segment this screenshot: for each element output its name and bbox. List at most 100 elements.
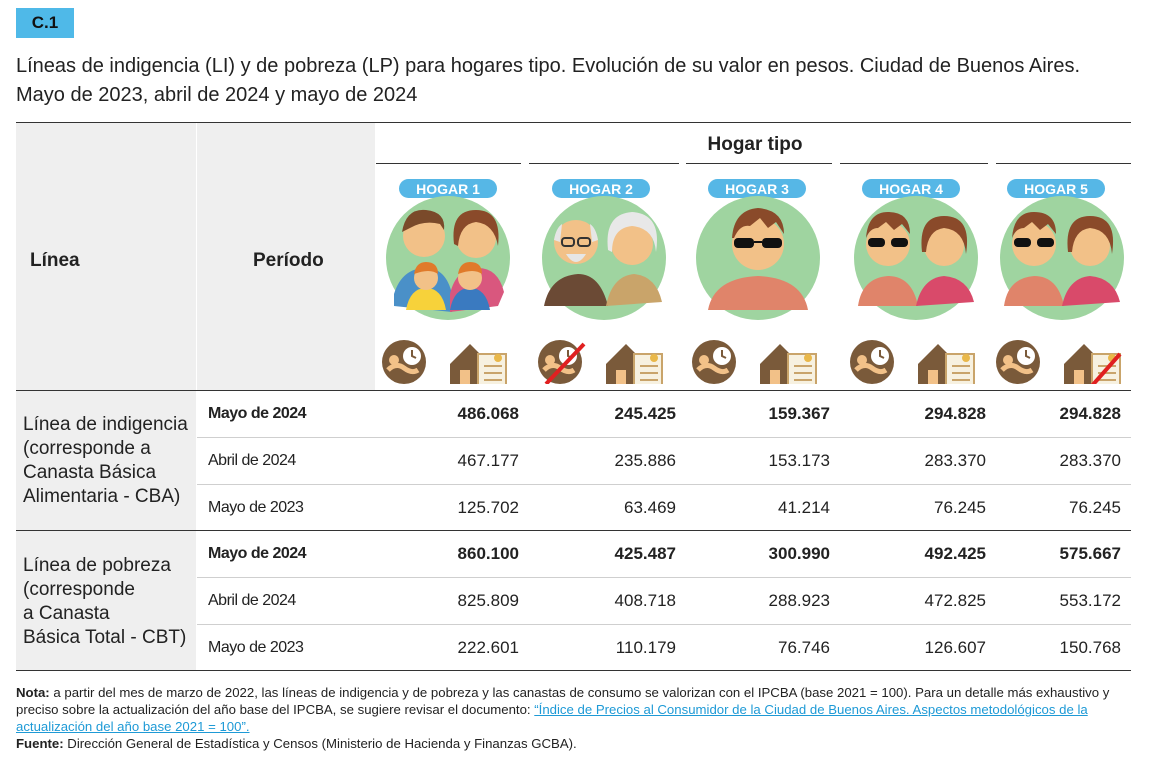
value-cell: 153.173 <box>768 451 830 470</box>
group-label-line: Línea de indigencia <box>23 414 188 435</box>
value-cell: 472.825 <box>924 591 986 610</box>
hogar-2-illustration <box>536 172 676 384</box>
house-deed-crossed-icon <box>1064 344 1122 384</box>
hogar-3-illustration <box>690 172 830 384</box>
hogar-5-label: HOGAR 5 <box>1007 179 1105 198</box>
group-label-line: (corresponde <box>23 579 135 600</box>
house-deed-icon <box>606 344 663 384</box>
linea-header-cell <box>16 123 196 390</box>
page-title: Líneas de indigencia (LI) y de pobreza (… <box>16 52 1156 110</box>
hogar-tipo-rule <box>376 163 521 164</box>
value-cell: 222.601 <box>457 638 519 657</box>
hogar-tipo-rule <box>840 163 988 164</box>
row-divider <box>197 624 1131 625</box>
childcare-icon <box>692 340 736 384</box>
family-of-four-icon <box>386 196 510 320</box>
value-cell: 467.177 <box>457 451 519 470</box>
period-cell: Mayo de 2023 <box>208 639 304 656</box>
couple-icon <box>854 196 978 320</box>
fuente-label: Fuente: <box>16 736 64 751</box>
period-cell: Mayo de 2023 <box>208 499 304 516</box>
title-line-2: Mayo de 2023, abril de 2024 y mayo de 20… <box>16 84 418 106</box>
column-header-periodo: Período <box>253 250 324 271</box>
house-deed-icon <box>760 344 817 384</box>
value-cell: 125.702 <box>457 498 519 517</box>
table-notes: Nota: a partir del mes de marzo de 2022,… <box>16 684 1131 752</box>
value-cell: 150.768 <box>1059 638 1121 657</box>
period-cell: Mayo de 2024 <box>208 545 307 562</box>
value-cell: 235.886 <box>614 451 676 470</box>
value-cell: 294.828 <box>1059 404 1121 423</box>
value-cell: 76.746 <box>778 638 830 657</box>
nota-document-link[interactable]: “Índice de Precios al Consumidor de la C… <box>16 702 1088 734</box>
value-cell: 159.367 <box>768 404 830 423</box>
period-cell: Abril de 2024 <box>208 452 296 469</box>
elderly-couple-icon <box>542 196 666 320</box>
fuente-text: Dirección General de Estadística y Censo… <box>63 736 577 751</box>
group-divider <box>16 530 1131 531</box>
hogar-tipo-rule <box>996 163 1131 164</box>
column-group-hogar-tipo: Hogar tipo <box>707 134 803 155</box>
value-cell: 283.370 <box>924 451 986 470</box>
hogar-tipo-rule <box>686 163 832 164</box>
row-divider <box>197 484 1131 485</box>
group-label-line: Básica Total - CBT) <box>23 627 187 648</box>
value-cell: 76.245 <box>1069 498 1121 517</box>
value-cell: 425.487 <box>614 544 676 563</box>
value-cell: 110.179 <box>615 638 676 657</box>
value-cell: 860.100 <box>457 544 519 563</box>
row-divider <box>197 437 1131 438</box>
value-cell: 408.718 <box>614 591 676 610</box>
title-line-1: Líneas de indigencia (LI) y de pobreza (… <box>16 55 1080 77</box>
row-divider <box>197 577 1131 578</box>
value-cell: 486.068 <box>457 404 519 423</box>
value-cell: 63.469 <box>624 498 676 517</box>
chart-badge: C.1 <box>16 8 74 38</box>
hogar-1-illustration <box>380 172 520 384</box>
group-label-line: (corresponde a <box>23 438 151 459</box>
hogar-tipo-rule <box>529 163 679 164</box>
single-man-sunglasses-icon <box>696 196 820 320</box>
nota-label: Nota: <box>16 685 50 700</box>
group-label-cell-indigencia: Línea de indigencia (corresponde a Canas… <box>16 391 196 530</box>
hogar-2-label: HOGAR 2 <box>552 179 650 198</box>
house-deed-icon <box>918 344 975 384</box>
childcare-icon <box>382 340 426 384</box>
value-cell: 288.923 <box>768 591 830 610</box>
value-cell: 294.828 <box>924 404 986 423</box>
nota-text: a partir del mes de marzo de 2022, las l… <box>16 685 1110 717</box>
childcare-icon <box>850 340 894 384</box>
hogar-4-illustration <box>848 172 988 384</box>
period-cell: Mayo de 2024 <box>208 405 307 422</box>
value-cell: 126.607 <box>924 638 986 657</box>
value-cell: 492.425 <box>924 544 986 563</box>
period-cell: Abril de 2024 <box>208 592 296 609</box>
value-cell: 575.667 <box>1059 544 1121 563</box>
nota-paragraph: Nota: a partir del mes de marzo de 2022,… <box>16 684 1131 735</box>
childcare-icon <box>996 340 1040 384</box>
column-header-linea: Línea <box>30 250 80 271</box>
hogar-4-label: HOGAR 4 <box>862 179 960 198</box>
hogar-5-illustration <box>994 172 1134 384</box>
value-cell: 283.370 <box>1059 451 1121 470</box>
value-cell: 825.809 <box>457 591 519 610</box>
childcare-crossed-icon <box>538 340 586 384</box>
value-cell: 76.245 <box>934 498 986 517</box>
house-deed-icon <box>450 344 507 384</box>
group-label-line: Línea de pobreza <box>23 555 171 576</box>
group-label-line: a Canasta <box>23 603 110 624</box>
fuente-paragraph: Fuente: Dirección General de Estadística… <box>16 735 1131 752</box>
couple-icon <box>1000 196 1124 320</box>
value-cell: 553.172 <box>1059 591 1121 610</box>
hogar-3-label: HOGAR 3 <box>708 179 806 198</box>
group-label-line: Canasta Básica <box>23 462 157 483</box>
hogar-1-label: HOGAR 1 <box>399 179 497 198</box>
header-bottom-rule <box>16 390 1131 391</box>
value-cell: 245.425 <box>614 404 676 423</box>
table-top-rule <box>16 122 1131 123</box>
table-bottom-rule <box>16 670 1131 671</box>
group-label-cell-pobreza: Línea de pobreza (corresponde a Canasta … <box>16 531 196 670</box>
group-label-line: Alimentaria - CBA) <box>23 486 181 507</box>
value-cell: 41.214 <box>778 498 830 517</box>
periodo-header-cell <box>197 123 375 390</box>
